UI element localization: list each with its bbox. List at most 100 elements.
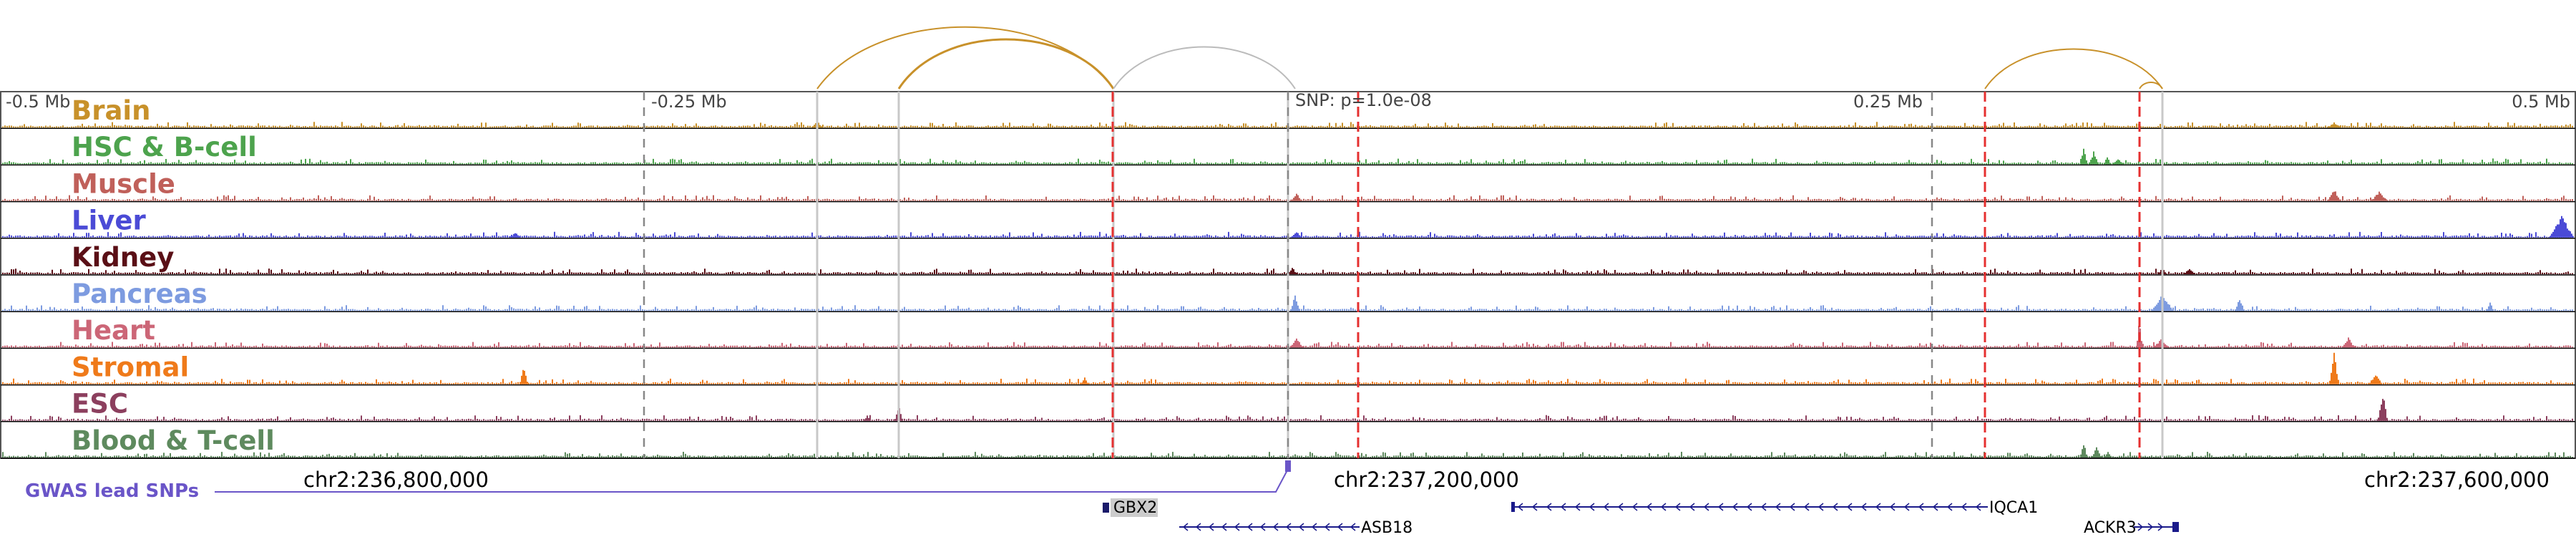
iqca1-arrows-arrow — [1846, 503, 1853, 511]
iqca1-arrows-arrow — [1717, 503, 1724, 511]
track-label-4: Kidney — [72, 242, 174, 273]
track-0-baseline-signal — [2, 122, 2573, 128]
track-8-peak-2 — [864, 415, 871, 421]
iqca1-arrows-arrow — [1946, 503, 1953, 511]
track-0-peak-1 — [2328, 124, 2341, 128]
snp-pvalue-label: SNP: p=1.0e-08 — [1295, 90, 1432, 110]
track-5-baseline-signal — [2, 305, 2573, 311]
gene-track: GBX2 ASB18 IQCA1 ACKR3 — [1103, 498, 2179, 537]
track-label-2: Muscle — [72, 168, 175, 199]
ackr3-arrows-arrow — [2157, 523, 2164, 531]
asb18-arrows-arrow — [1234, 523, 1240, 531]
asb18-arrows-arrow — [1259, 523, 1266, 531]
loop-arc-4 — [2139, 82, 2163, 90]
asb18-arrows-arrow — [1195, 523, 1201, 531]
asb18-arrows-arrow — [1208, 523, 1214, 531]
gene-asb18: ASB18 — [1179, 519, 1413, 537]
iqca1-arrows-arrow — [1703, 503, 1709, 511]
gene-ackr3-strand-arrows — [2137, 523, 2164, 531]
iqca1-arrows-arrow — [1832, 503, 1838, 511]
track-5-peak-3 — [2487, 302, 2494, 311]
iqca1-arrows-arrow — [1689, 503, 1695, 511]
track-9-baseline-signal — [2, 452, 2573, 458]
scale-left-label: -0.5 Mb — [6, 92, 70, 112]
track-label-3: Liver — [72, 205, 146, 236]
track-2-peak-2 — [2371, 191, 2387, 201]
scale-right-mid-label: 0.25 Mb — [1853, 92, 1923, 112]
iqca1-arrows-arrow — [1803, 503, 1810, 511]
asb18-arrows-arrow — [1337, 523, 1343, 531]
gene-ackr3: ACKR3 — [2084, 519, 2179, 537]
track-7-baseline-signal — [2, 378, 2573, 384]
track-label-8: ESC — [72, 389, 128, 420]
track-label-1: HSC & B-cell — [72, 132, 257, 163]
iqca1-arrows-arrow — [1860, 503, 1867, 511]
gwas-snp-marker — [1285, 460, 1291, 472]
track-9-peak-0 — [2080, 445, 2087, 458]
track-6-peak-0 — [1290, 338, 1303, 348]
track-6-baseline-signal — [2, 342, 2573, 348]
iqca1-arrows-arrow — [1932, 503, 1938, 511]
gwas-label: GWAS lead SNPs — [25, 480, 199, 502]
track-4-peak-0 — [1287, 268, 1297, 274]
gene-ackr3-label: ACKR3 — [2084, 519, 2137, 537]
gwas-row: GWAS lead SNPs — [25, 460, 1291, 502]
signal-tracks — [1, 120, 2575, 459]
track-9-peak-1 — [2092, 447, 2102, 458]
asb18-arrows-arrow — [1324, 523, 1330, 531]
gene-gbx2-highlight — [1111, 498, 1158, 517]
iqca1-arrows-arrow — [1746, 503, 1752, 511]
iqca1-arrows-arrow — [1646, 503, 1652, 511]
gene-ackr3-exon — [2172, 522, 2179, 532]
asb18-arrows-arrow — [1221, 523, 1227, 531]
track-3-peak-1 — [2550, 216, 2574, 238]
track-labels: Brain HSC & B-cell Muscle Liver Kidney Pancre… — [72, 95, 275, 456]
track-label-0: Brain — [72, 95, 150, 126]
ackr3-arrows-arrow — [2147, 523, 2154, 531]
iqca1-arrows-arrow — [1574, 503, 1581, 511]
iqca1-arrows-arrow — [1903, 503, 1910, 511]
iqca1-arrows-arrow — [1875, 503, 1881, 511]
asb18-arrows-arrow — [1246, 523, 1253, 531]
track-4-baseline-signal — [2, 268, 2573, 274]
track-label-6: Heart — [72, 315, 155, 346]
track-label-7: Stromal — [72, 352, 189, 382]
gene-asb18-label: ASB18 — [1361, 519, 1413, 537]
track-1-peak-3 — [2113, 159, 2123, 165]
track-5-peak-2 — [2235, 300, 2245, 311]
scale-tick-lines — [643, 92, 1933, 458]
track-1-peak-1 — [2089, 151, 2099, 165]
coordinate-label-3: chr2:237,600,000 — [2364, 468, 2550, 492]
track-1-peak-2 — [2104, 157, 2111, 165]
iqca1-arrows-arrow — [1546, 503, 1552, 511]
iqca1-arrows-arrow — [1789, 503, 1795, 511]
ackr3-arrows-arrow — [2137, 523, 2144, 531]
gene-iqca1: IQCA1 — [1511, 499, 2038, 517]
track-4-peak-2 — [2185, 268, 2195, 274]
iqca1-arrows-arrow — [1560, 503, 1566, 511]
asb18-arrows-arrow — [1311, 523, 1317, 531]
iqca1-arrows-arrow — [1918, 503, 1924, 511]
gwas-connector-line — [215, 468, 1289, 493]
iqca1-arrows-arrow — [1660, 503, 1667, 511]
track-2-peak-0 — [1292, 193, 1302, 201]
track-7-peak-0 — [519, 369, 528, 384]
track-7-peak-3 — [1081, 377, 1088, 384]
track-7-peak-1 — [2329, 352, 2339, 384]
track-1-baseline-signal — [2, 158, 2573, 165]
iqca1-arrows-arrow — [1674, 503, 1681, 511]
track-3-peak-2 — [510, 233, 520, 238]
iqca1-arrows-arrow — [1961, 503, 1967, 511]
track-6-peak-3 — [2342, 337, 2355, 348]
asb18-arrows-arrow — [1272, 523, 1279, 531]
track-8-baseline-signal — [2, 415, 2573, 421]
coordinate-label-2: chr2:237,200,000 — [1334, 468, 1519, 492]
iqca1-arrows-arrow — [1517, 503, 1523, 511]
chromatin-loop-arcs — [816, 26, 2163, 90]
asb18-arrows-arrow — [1285, 523, 1292, 531]
gene-gbx2: GBX2 — [1103, 498, 1158, 517]
gene-iqca1-strand-arrows — [1517, 503, 1981, 511]
loop-arc-2 — [1113, 46, 1296, 90]
gene-gbx2-label: GBX2 — [1113, 499, 1157, 517]
